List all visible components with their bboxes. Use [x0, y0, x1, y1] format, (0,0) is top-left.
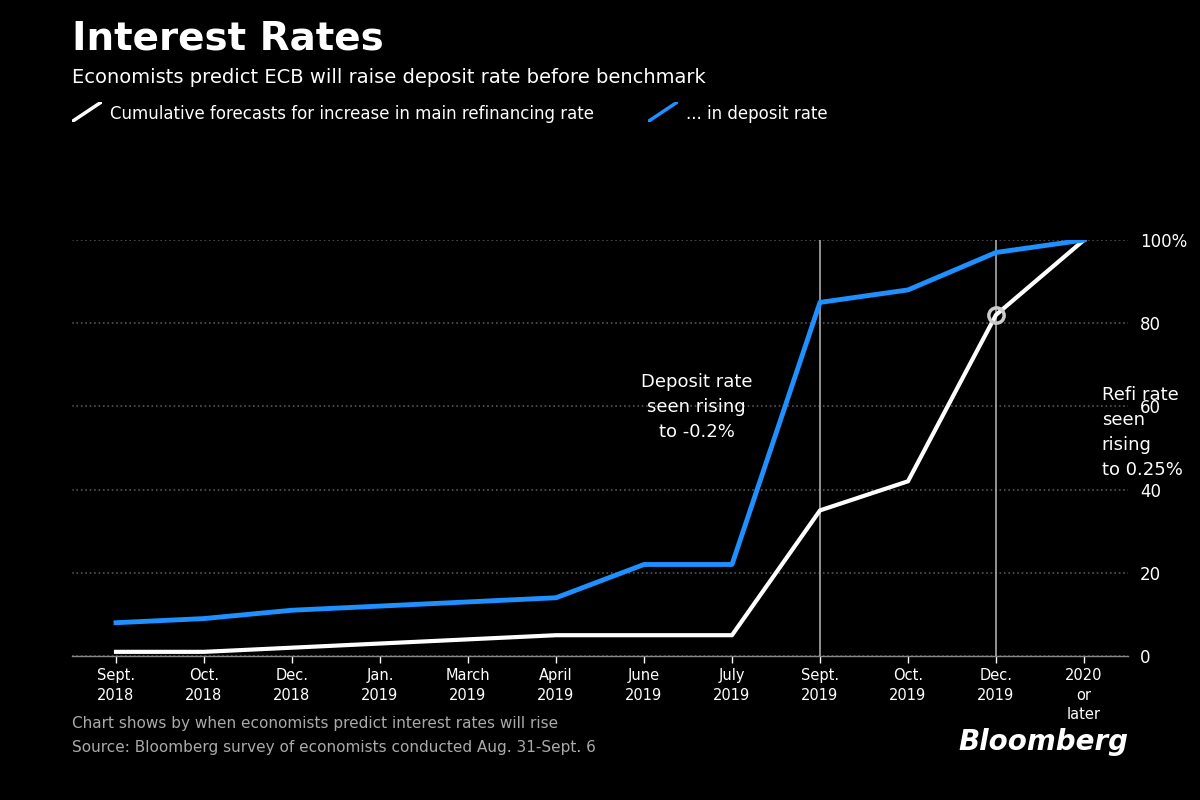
Text: Cumulative forecasts for increase in main refinancing rate: Cumulative forecasts for increase in mai…: [110, 105, 594, 122]
Text: ... in deposit rate: ... in deposit rate: [686, 105, 828, 122]
Text: Interest Rates: Interest Rates: [72, 20, 384, 58]
Text: Refi rate
seen
rising
to 0.25%: Refi rate seen rising to 0.25%: [1102, 386, 1182, 478]
Text: Source: Bloomberg survey of economists conducted Aug. 31-Sept. 6: Source: Bloomberg survey of economists c…: [72, 740, 596, 755]
Text: Deposit rate
seen rising
to -0.2%: Deposit rate seen rising to -0.2%: [641, 373, 752, 441]
Text: Economists predict ECB will raise deposit rate before benchmark: Economists predict ECB will raise deposi…: [72, 68, 706, 87]
Text: Chart shows by when economists predict interest rates will rise: Chart shows by when economists predict i…: [72, 716, 558, 731]
Text: Bloomberg: Bloomberg: [958, 728, 1128, 756]
